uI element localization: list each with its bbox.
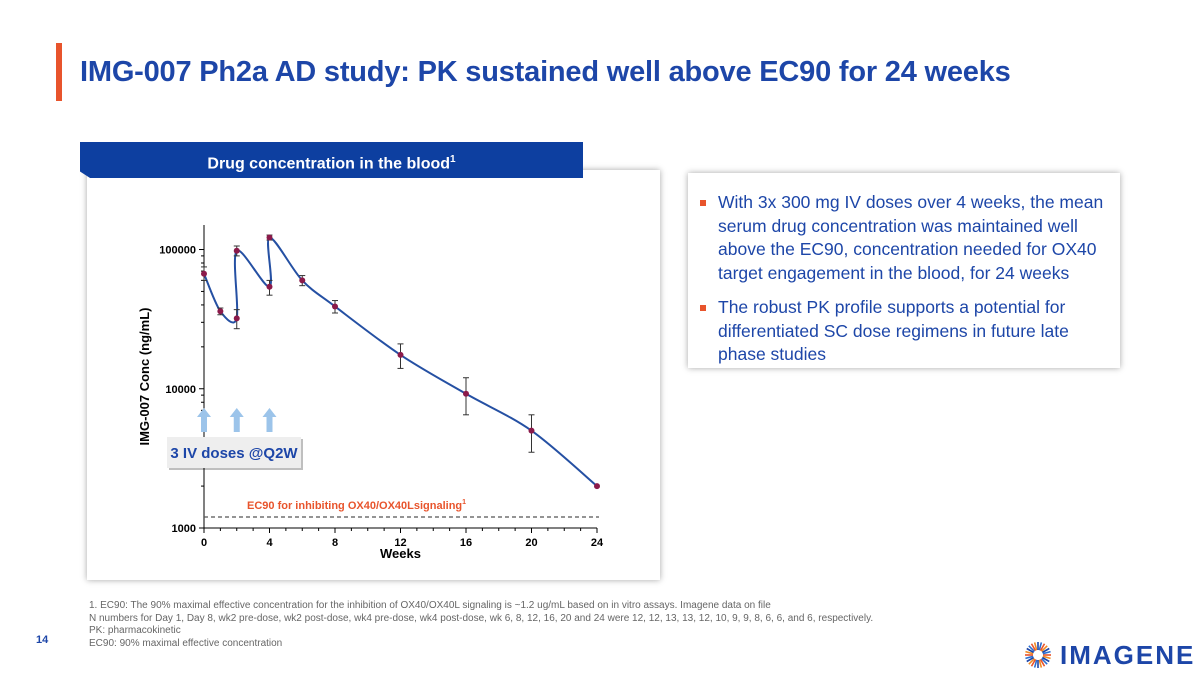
title-accent-bar xyxy=(56,43,62,101)
x-tick-label: 4 xyxy=(266,537,273,549)
logo-ray xyxy=(1026,647,1035,654)
chart-header-label: Drug concentration in the blood xyxy=(207,155,451,173)
dose-arrow-icon xyxy=(197,408,211,432)
logo-ray xyxy=(1028,657,1036,665)
logo-ray xyxy=(1038,659,1043,668)
x-tick-label: 24 xyxy=(591,537,604,549)
logo-ray xyxy=(1033,642,1038,651)
footnote-line: PK: pharmacokinetic xyxy=(89,625,181,636)
data-point xyxy=(594,483,600,490)
imagene-logo: IMAGENE xyxy=(1022,640,1196,670)
chart-header: Drug concentration in the blood1 xyxy=(80,142,583,178)
x-tick-label: 12 xyxy=(394,537,406,549)
x-tick-label: 20 xyxy=(525,537,537,549)
logo-ray xyxy=(1025,655,1034,660)
data-point xyxy=(233,315,240,322)
data-point xyxy=(397,351,404,358)
logo-ray xyxy=(1040,645,1048,653)
logo-text: IMAGENE xyxy=(1060,640,1196,670)
data-point xyxy=(332,303,338,310)
bullet-item: With 3x 300 mg IV doses over 4 weeks, th… xyxy=(700,191,1106,285)
page-number: 14 xyxy=(36,634,49,646)
dose-arrow-icon xyxy=(229,408,244,432)
x-tick-label: 8 xyxy=(332,537,338,549)
y-tick-label: 100000 xyxy=(159,245,196,257)
logo-ray xyxy=(1025,650,1034,655)
logo-ray xyxy=(1040,657,1048,665)
logo-ray xyxy=(1039,643,1046,652)
footnotes: 1. EC90: The 90% maximal effective conce… xyxy=(89,600,873,650)
data-point xyxy=(266,234,273,241)
y-tick-label: 1000 xyxy=(172,523,196,535)
bullet-square-icon xyxy=(700,305,706,311)
summary-bullets: With 3x 300 mg IV doses over 4 weeks, th… xyxy=(688,173,1120,367)
logo-ray xyxy=(1030,643,1037,652)
data-point xyxy=(266,283,273,290)
logo-ray xyxy=(1042,655,1051,660)
dose-label: 3 IV doses @Q2W xyxy=(170,445,298,462)
data-point xyxy=(217,308,224,315)
logo-ray xyxy=(1038,642,1043,651)
logo-ray xyxy=(1030,658,1037,667)
sunburst-logo-icon xyxy=(1025,642,1051,668)
footnote-line: 1. EC90: The 90% maximal effective conce… xyxy=(89,600,771,611)
ec90-label: EC90 for inhibiting OX40/OX40Lsignaling1 xyxy=(247,499,466,512)
data-point xyxy=(299,277,306,284)
logo-ray xyxy=(1039,658,1046,667)
logo-ray xyxy=(1041,647,1050,654)
logo-ray xyxy=(1041,656,1050,663)
chart-header-superscript: 1 xyxy=(450,154,456,165)
pk-chart: 1000 10000 100000 0 4 8 12 16 20 24 Weeks IMG-007 C… xyxy=(137,225,604,561)
x-axis-title: Weeks xyxy=(380,546,421,561)
x-tick-label: 0 xyxy=(201,537,207,549)
chart-panel: 1000 10000 100000 0 4 8 12 16 20 24 Weeks IMG-007 C… xyxy=(87,170,660,580)
data-point xyxy=(463,390,469,397)
footnote-line: EC90: 90% maximal effective concentratio… xyxy=(89,637,283,649)
logo-ray xyxy=(1028,645,1036,653)
data-point xyxy=(528,427,535,434)
logo-ray xyxy=(1033,659,1038,668)
ec90-superscript: 1 xyxy=(462,499,466,506)
bullet-item: The robust PK profile supports a potenti… xyxy=(700,296,1106,367)
data-point xyxy=(201,270,207,277)
slide-title: IMG-007 Ph2a AD study: PK sustained well… xyxy=(80,56,1011,88)
footnote-line: N numbers for Day 1, Day 8, wk2 pre-dose… xyxy=(89,612,874,624)
bullet-text: With 3x 300 mg IV doses over 4 weeks, th… xyxy=(718,192,1104,283)
x-tick-label: 16 xyxy=(460,537,472,549)
dose-label-box xyxy=(167,437,301,468)
logo-ray xyxy=(1042,650,1051,655)
logo-ray xyxy=(1026,656,1035,663)
data-point xyxy=(233,247,240,254)
bullet-square-icon xyxy=(700,200,706,206)
summary-panel: With 3x 300 mg IV doses over 4 weeks, th… xyxy=(688,173,1120,368)
y-tick-label: 10000 xyxy=(165,384,196,396)
y-axis-title: IMG-007 Conc (ng/mL) xyxy=(137,308,152,446)
bullet-text: The robust PK profile supports a potenti… xyxy=(718,297,1069,364)
dose-arrow-icon xyxy=(262,408,277,432)
